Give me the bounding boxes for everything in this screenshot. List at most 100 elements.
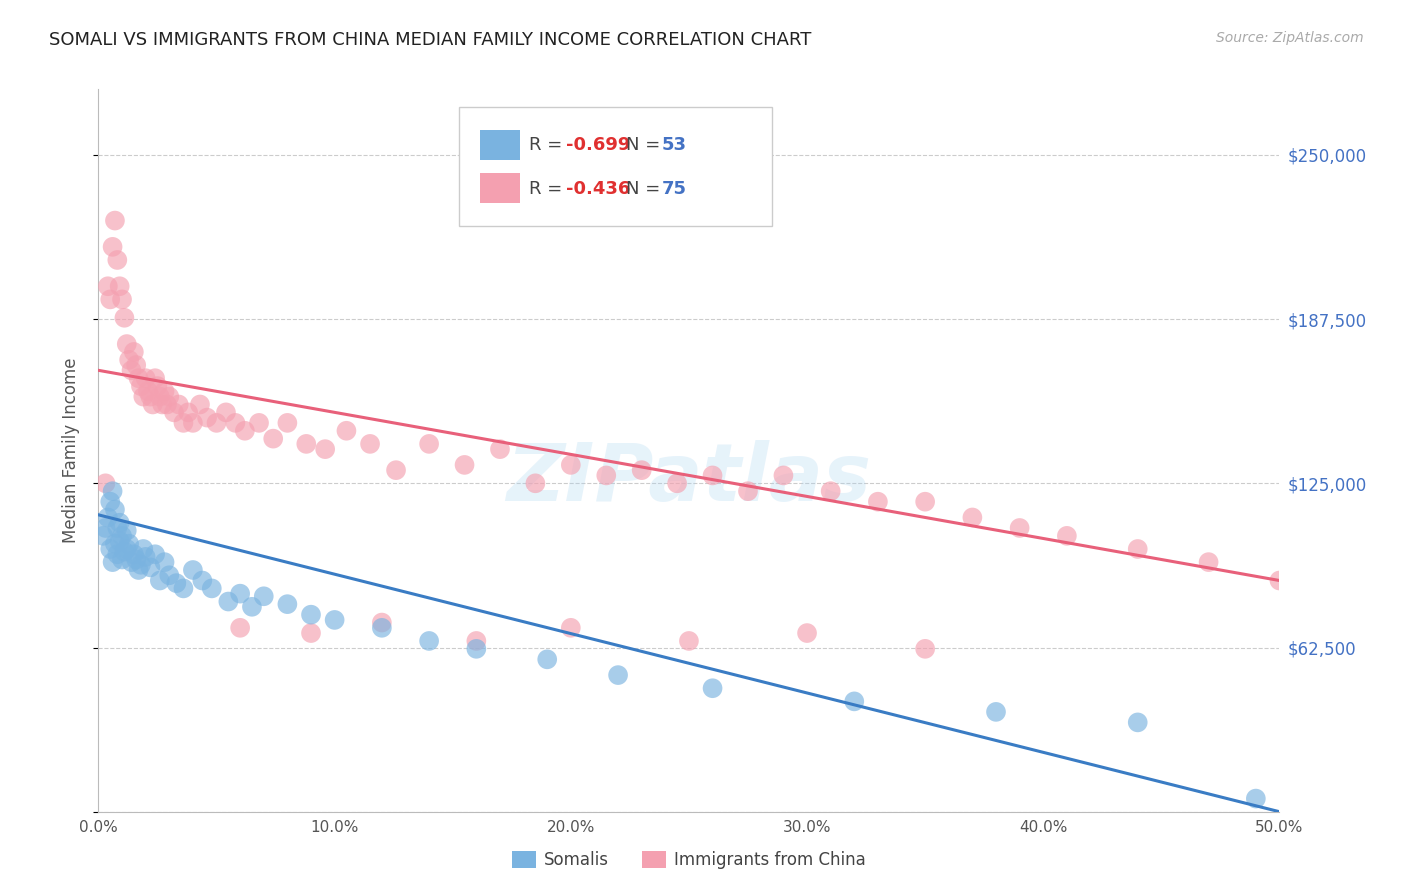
- Point: [191, 574, 214, 588]
- Point: [666, 476, 689, 491]
- Point: [101, 484, 124, 499]
- Point: [702, 468, 724, 483]
- Point: [165, 576, 187, 591]
- Text: R =: R =: [530, 136, 568, 153]
- Point: [630, 463, 652, 477]
- Text: -0.699: -0.699: [567, 136, 630, 153]
- Point: [112, 310, 135, 325]
- Point: [128, 371, 150, 385]
- Point: [142, 397, 165, 411]
- Point: [121, 363, 143, 377]
- Point: [132, 541, 155, 556]
- Point: [143, 547, 166, 561]
- Point: [149, 390, 172, 404]
- Point: [136, 384, 159, 399]
- Point: [229, 587, 252, 601]
- FancyBboxPatch shape: [479, 129, 520, 160]
- Point: [97, 279, 120, 293]
- Point: [253, 589, 276, 603]
- Point: [104, 213, 127, 227]
- Point: [125, 552, 148, 566]
- Point: [156, 397, 179, 411]
- Point: [101, 240, 124, 254]
- Point: [121, 555, 143, 569]
- Point: [205, 416, 228, 430]
- Point: [702, 681, 724, 696]
- Point: [914, 641, 936, 656]
- Text: ZIPatlas: ZIPatlas: [506, 441, 872, 518]
- Point: [536, 652, 558, 666]
- Point: [914, 494, 936, 508]
- Point: [188, 397, 211, 411]
- Point: [111, 293, 134, 307]
- Point: [105, 521, 128, 535]
- Point: [157, 568, 180, 582]
- Point: [299, 626, 322, 640]
- Point: [146, 379, 169, 393]
- Point: [94, 521, 117, 535]
- Point: [984, 705, 1007, 719]
- Point: [94, 476, 117, 491]
- Point: [418, 437, 440, 451]
- Text: R =: R =: [530, 180, 568, 198]
- Point: [177, 405, 200, 419]
- Point: [323, 613, 346, 627]
- Point: [150, 397, 173, 411]
- Point: [772, 468, 794, 483]
- Point: [299, 607, 322, 622]
- Point: [172, 582, 194, 596]
- Point: [118, 352, 141, 367]
- Point: [371, 615, 394, 630]
- Point: [129, 558, 152, 572]
- Point: [1198, 555, 1220, 569]
- Point: [112, 544, 135, 558]
- Point: [128, 563, 150, 577]
- Point: [1008, 521, 1031, 535]
- Point: [135, 549, 157, 564]
- Point: [153, 555, 176, 569]
- Point: [139, 390, 162, 404]
- Point: [111, 552, 134, 566]
- Point: [104, 502, 127, 516]
- Point: [295, 437, 318, 451]
- Text: SOMALI VS IMMIGRANTS FROM CHINA MEDIAN FAMILY INCOME CORRELATION CHART: SOMALI VS IMMIGRANTS FROM CHINA MEDIAN F…: [49, 31, 811, 49]
- Point: [153, 384, 176, 399]
- Point: [560, 458, 582, 472]
- Point: [132, 390, 155, 404]
- Point: [104, 537, 127, 551]
- Point: [247, 416, 270, 430]
- Point: [98, 541, 121, 556]
- Point: [866, 494, 889, 508]
- Point: [385, 463, 408, 477]
- Point: [108, 516, 131, 530]
- Point: [167, 397, 190, 411]
- Point: [276, 416, 298, 430]
- Point: [1126, 715, 1149, 730]
- Point: [129, 379, 152, 393]
- Point: [359, 437, 381, 451]
- Point: [149, 574, 172, 588]
- Point: [224, 416, 246, 430]
- Point: [607, 668, 630, 682]
- FancyBboxPatch shape: [458, 107, 772, 227]
- Point: [418, 634, 440, 648]
- Point: [105, 547, 128, 561]
- Point: [465, 641, 488, 656]
- Point: [465, 634, 488, 648]
- Point: [217, 594, 239, 608]
- Point: [820, 484, 842, 499]
- Point: [98, 494, 121, 508]
- Point: [101, 555, 124, 569]
- Point: [125, 358, 148, 372]
- Point: [489, 442, 512, 457]
- Point: [118, 537, 141, 551]
- Point: [195, 410, 218, 425]
- Point: [143, 371, 166, 385]
- Point: [115, 337, 138, 351]
- Point: [1268, 574, 1291, 588]
- Point: [371, 621, 394, 635]
- Point: [115, 541, 138, 556]
- Point: [181, 563, 204, 577]
- Point: [678, 634, 700, 648]
- Point: [560, 621, 582, 635]
